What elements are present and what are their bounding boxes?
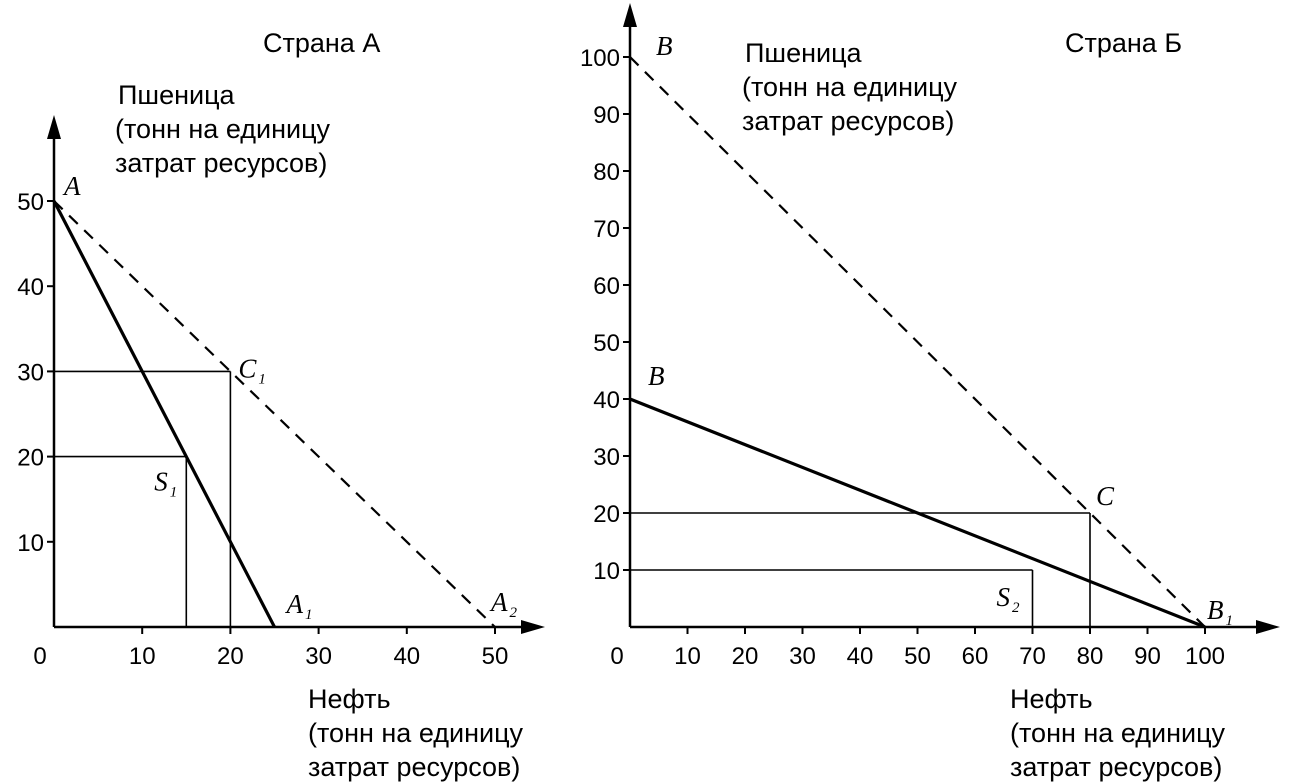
chart-b-point-label: C [1096, 481, 1115, 511]
chart-a-xlabel-line-2: (тонн на единицу [308, 718, 524, 748]
chart-a-ylabel-line-1: Пшеница [118, 80, 236, 110]
chart-a-x-tick-label: 40 [393, 643, 420, 670]
chart-a-y-tick-label: 30 [17, 359, 44, 386]
chart-b-xlabel-line-1: Нефть [1010, 684, 1093, 714]
chart-a-ylabel-line-2: (тонн на единицу [115, 114, 331, 144]
chart-a-xlabel-line-1: Нефть [308, 684, 391, 714]
chart-b-y-tick-label: 20 [593, 501, 620, 528]
chart-b-ylabel-line-3: затрат ресурсов) [742, 106, 954, 136]
chart-b-y-tick-label: 60 [593, 273, 620, 300]
chart-a-y-tick-label: 40 [17, 274, 44, 301]
chart-b-xlabel-line-3: затрат ресурсов) [1010, 752, 1222, 782]
chart-a-plot: 10 20 30 40 50 10 20 30 40 50 A C 1 S 1 A 1 A 2 [17, 115, 545, 670]
chart-b-dashed-line [629, 56, 1206, 628]
chart-b-y-tick-label: 10 [593, 558, 620, 585]
chart-a-point-label: A [62, 171, 81, 201]
chart-a-title: Страна А [263, 28, 380, 58]
chart-b-x-tick-label: 80 [1077, 643, 1104, 670]
chart-b-y-tick-label: 90 [593, 102, 620, 129]
chart-b-y-tick-label: 80 [593, 159, 620, 186]
chart-b-y-tick-label: 30 [593, 444, 620, 471]
chart-b-x-tick-label: 20 [732, 643, 759, 670]
chart-b-x-tick-label: 60 [962, 643, 989, 670]
chart-a-y-axis-arrow [47, 115, 61, 139]
chart-a-y-tick-label: 10 [17, 530, 44, 557]
chart-b-ylabel-line-2: (тонн на единицу [742, 72, 958, 102]
chart-a-y-tick-label: 50 [17, 189, 44, 216]
chart-a-x-tick-label: 10 [129, 643, 156, 670]
chart-b-x-tick-label: 100 [1185, 643, 1225, 670]
chart-b-x-axis-arrow [1256, 620, 1280, 634]
chart-a-origin-label: 0 [33, 643, 46, 670]
chart-b-title: Страна Б [1065, 28, 1182, 58]
chart-b-x-tick-label: 40 [847, 643, 874, 670]
chart-b-point-label: B [656, 31, 673, 61]
chart-b-y-axis-arrow [623, 3, 637, 27]
chart-b-y-tick-label: 70 [593, 216, 620, 243]
chart-b-x-tick-label: 30 [789, 643, 816, 670]
chart-b-x-tick-label: 70 [1019, 643, 1046, 670]
chart-b-x-tick-label: 90 [1134, 643, 1161, 670]
chart-a-xlabel-line-3: затрат ресурсов) [308, 752, 520, 782]
chart-b-y-tick-label: 50 [593, 330, 620, 357]
chart-b-solid-line [629, 397, 1206, 629]
chart-b-plot: 10 20 30 40 50 60 70 80 90 100 10 20 30 40 50 60 70 80 90 1… [580, 3, 1280, 670]
chart-b-y-tick-label: 100 [580, 45, 620, 72]
chart-a-x-tick-label: 20 [217, 643, 244, 670]
chart-b-point-label: B [648, 361, 665, 391]
chart-a-ylabel-line-3: затрат ресурсов) [115, 148, 327, 178]
chart-b-x-tick-label: 10 [674, 643, 701, 670]
chart-b-y-tick-label: 40 [593, 387, 620, 414]
chart-a-dashed-line [53, 200, 496, 628]
chart-b-x-tick-label: 50 [904, 643, 931, 670]
chart-b-xlabel-line-2: (тонн на единицу [1010, 718, 1226, 748]
chart-a-y-tick-label: 20 [17, 445, 44, 472]
chart-a-x-tick-label: 30 [305, 643, 332, 670]
chart-b-origin-label: 0 [610, 643, 623, 670]
chart-a-solid-line [52, 200, 276, 628]
chart-a-x-tick-label: 50 [482, 643, 509, 670]
chart-b-ylabel-line-1: Пшеница [745, 38, 863, 68]
chart-a-x-axis-arrow [521, 620, 545, 634]
